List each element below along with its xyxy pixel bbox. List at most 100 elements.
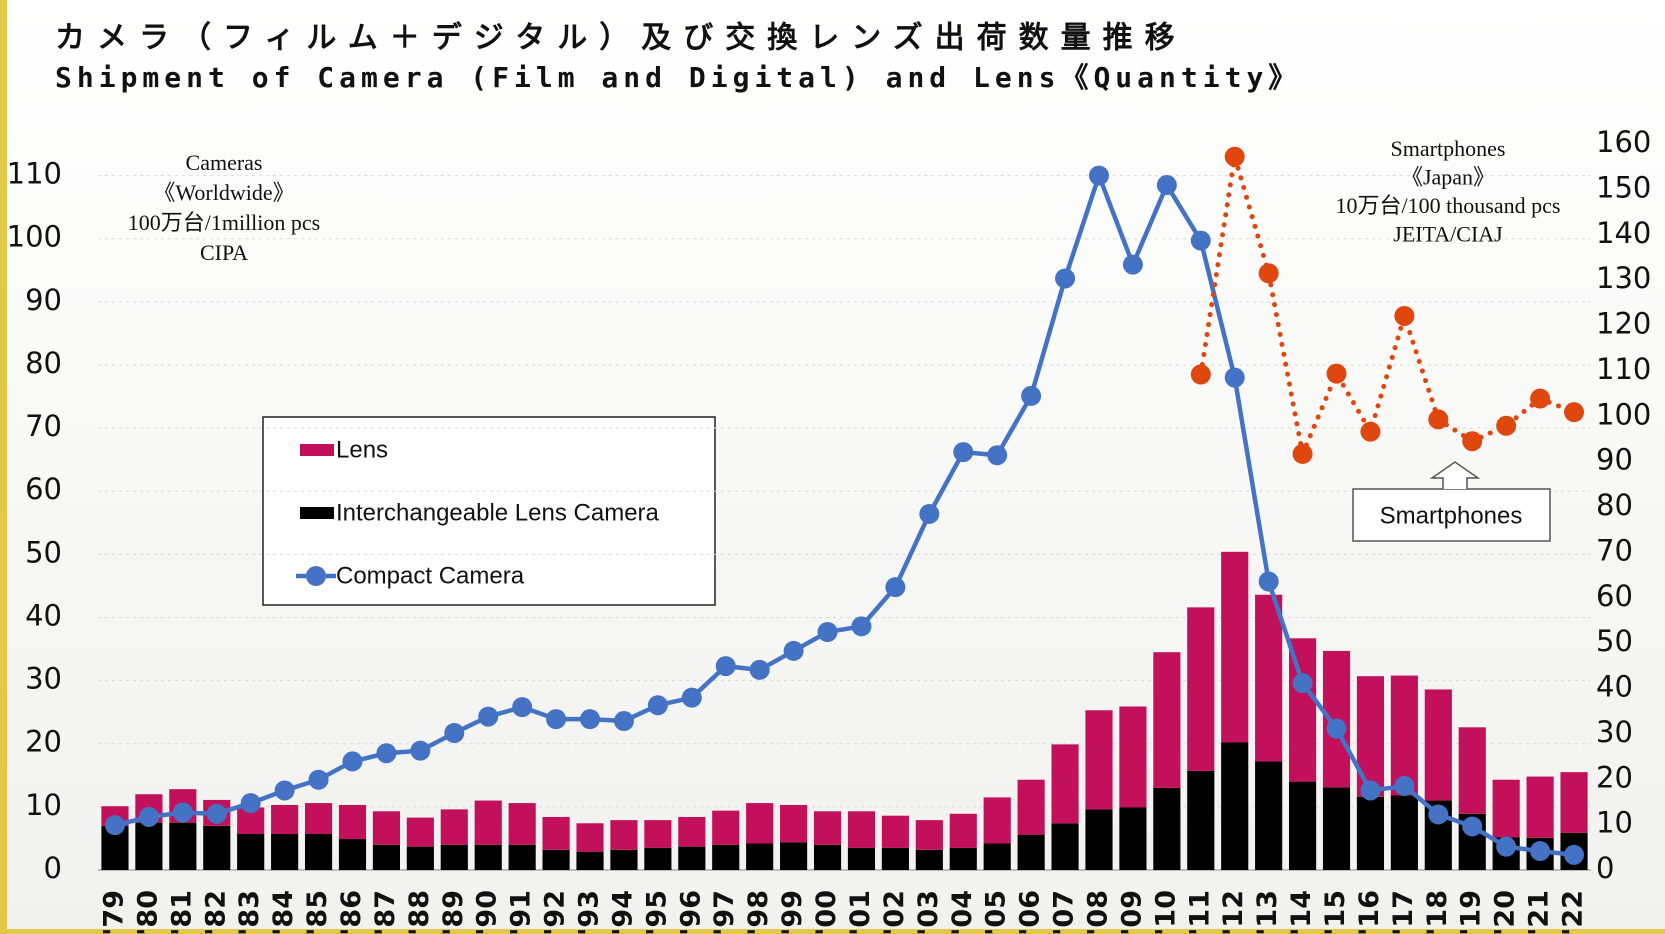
- bar-segment: [1085, 809, 1113, 870]
- x-tick-label: '16: [1354, 890, 1385, 934]
- series-marker: [1462, 816, 1483, 837]
- bar-segment: [712, 844, 740, 870]
- bar-segment: [881, 847, 909, 870]
- series-marker: [715, 656, 736, 677]
- bar-segment: [542, 816, 570, 850]
- y-tick-label: 90: [25, 283, 62, 317]
- bar-segment: [1017, 834, 1045, 870]
- series-marker: [1530, 841, 1551, 862]
- chart-subtitle: Shipment of Camera (Film and Digital) an…: [55, 61, 1301, 94]
- x-tick-label: '12: [1218, 890, 1249, 934]
- series-marker: [1326, 363, 1347, 384]
- bar-segment: [644, 847, 672, 870]
- bar-segment: [271, 834, 299, 870]
- bar-segment: [1255, 761, 1283, 870]
- bar-segment: [1424, 689, 1452, 801]
- bar-segment: [440, 809, 468, 845]
- x-tick-label: '14: [1286, 890, 1317, 934]
- y2-tick-label: 40: [1596, 670, 1633, 704]
- y-tick-label: 100: [7, 220, 62, 254]
- series-marker: [342, 751, 363, 772]
- series-marker: [1190, 230, 1211, 251]
- series-marker: [376, 743, 397, 764]
- series-marker: [681, 687, 702, 708]
- y-tick-label: 80: [25, 346, 62, 380]
- x-tick-label: '89: [438, 890, 469, 934]
- y2-tick-label: 80: [1596, 488, 1633, 522]
- bar-segment: [949, 813, 977, 848]
- y-tick-label: 110: [7, 157, 62, 191]
- bar-segment: [372, 844, 400, 870]
- series-marker: [1055, 268, 1076, 289]
- series-marker: [1394, 776, 1415, 797]
- series-marker: [1224, 146, 1245, 167]
- x-tick-label: '03: [913, 890, 944, 934]
- y2-tick-label: 70: [1596, 533, 1633, 567]
- bar-segment: [983, 797, 1011, 844]
- series-marker: [1564, 402, 1585, 423]
- bar-segment: [1051, 823, 1079, 870]
- bar-segment: [949, 847, 977, 870]
- axis-note: CIPA: [200, 240, 248, 265]
- bar-segment: [1221, 742, 1249, 870]
- y-tick-label: 50: [25, 535, 62, 569]
- bar-segment: [746, 843, 774, 870]
- x-tick-label: '13: [1252, 890, 1283, 934]
- x-tick-label: '98: [743, 890, 774, 934]
- x-tick-label: '17: [1388, 890, 1419, 934]
- callout-label: Smartphones: [1380, 502, 1523, 529]
- chart-title: カメラ（フィルム＋デジタル）及び交換レンズ出荷数量推移: [55, 21, 1187, 56]
- bar-segment: [1085, 710, 1113, 810]
- x-tick-label: '00: [811, 890, 842, 934]
- x-tick-label: '82: [200, 890, 231, 934]
- bar-segment: [983, 843, 1011, 870]
- series-marker: [1224, 367, 1245, 388]
- y2-tick-label: 60: [1596, 579, 1633, 613]
- bar-segment: [508, 844, 536, 870]
- series-marker: [512, 697, 533, 718]
- bar-segment: [1187, 770, 1215, 870]
- axis-note: 100万台/1million pcs: [128, 210, 321, 235]
- bar-segment: [304, 803, 333, 835]
- x-tick-label: '97: [709, 890, 740, 934]
- x-tick-label: '09: [1116, 890, 1147, 934]
- series-marker: [613, 711, 634, 732]
- bar-segment: [203, 825, 231, 870]
- series-marker: [647, 695, 668, 716]
- bar-segment: [1322, 787, 1351, 870]
- bar-segment: [1187, 607, 1215, 771]
- bar-segment: [813, 811, 842, 845]
- series-marker: [919, 503, 940, 524]
- series-marker: [1462, 431, 1483, 452]
- bar-segment: [1119, 807, 1147, 870]
- y2-tick-label: 110: [1596, 352, 1651, 386]
- series-marker: [953, 442, 974, 463]
- y-tick-label: 10: [25, 788, 62, 822]
- y2-tick-label: 130: [1596, 261, 1651, 295]
- x-tick-label: '22: [1558, 890, 1589, 934]
- series-marker: [1156, 175, 1177, 196]
- legend-swatch: [300, 507, 334, 519]
- y2-tick-label: 0: [1596, 851, 1614, 885]
- bar-segment: [576, 823, 604, 852]
- x-tick-label: '88: [404, 890, 435, 934]
- x-tick-label: '21: [1524, 890, 1555, 934]
- x-tick-label: '81: [166, 890, 197, 934]
- series-marker: [1360, 780, 1381, 801]
- bar-segment: [847, 811, 876, 848]
- series-marker: [1292, 443, 1313, 464]
- bar-segment: [678, 846, 706, 870]
- series-marker: [885, 577, 906, 598]
- x-tick-label: '10: [1150, 890, 1181, 934]
- callout-arrow: [1429, 461, 1481, 489]
- bar-segment: [1051, 744, 1079, 824]
- y2-tick-label: 90: [1596, 443, 1633, 477]
- y-tick-label: 30: [25, 662, 62, 696]
- x-tick-label: '11: [1184, 890, 1215, 934]
- x-tick-label: '18: [1422, 890, 1453, 934]
- bar-segment: [610, 820, 638, 850]
- y-tick-label: 40: [25, 598, 62, 632]
- y2-tick-label: 140: [1596, 216, 1651, 250]
- series-marker: [1564, 844, 1585, 865]
- series-marker: [138, 806, 159, 827]
